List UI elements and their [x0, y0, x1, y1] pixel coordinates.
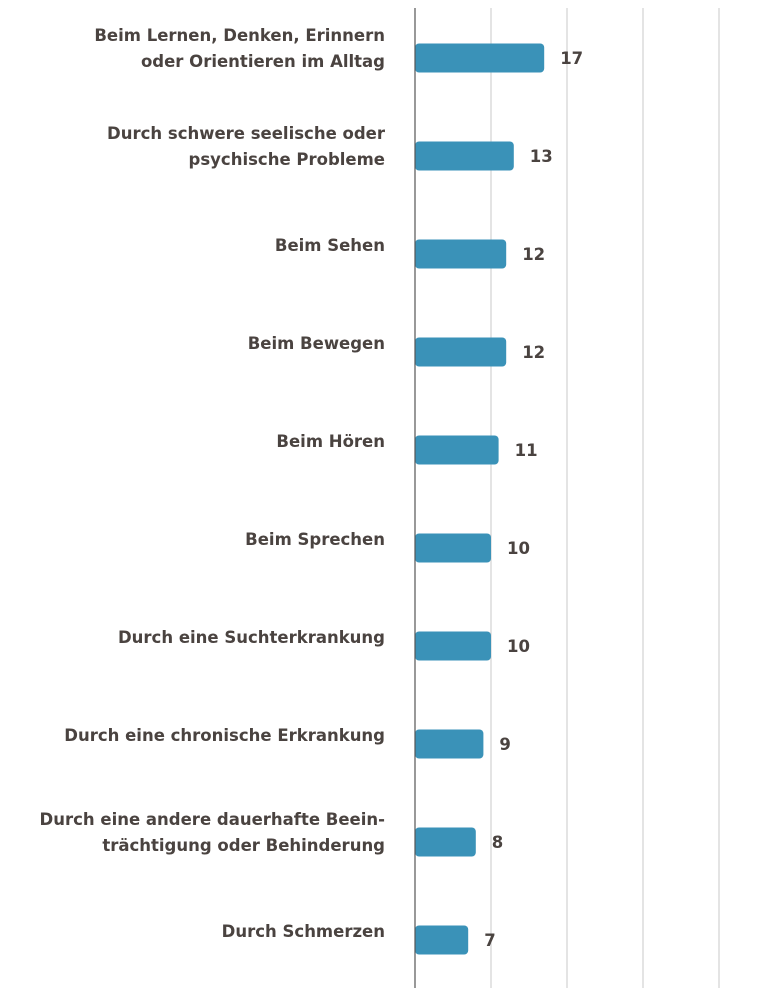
category-label: Beim Hören — [276, 432, 385, 451]
value-label: 9 — [499, 735, 510, 754]
bar — [415, 435, 499, 465]
gridlines — [490, 8, 720, 988]
value-label: 12 — [522, 343, 545, 362]
bar — [415, 239, 507, 269]
category-label: Beim Bewegen — [248, 334, 385, 353]
value-label: 17 — [560, 49, 583, 68]
category-label: Durch eine Suchterkrankung — [118, 628, 385, 647]
category-labels: Beim Lernen, Denken, Erinnern oder Orient… — [40, 26, 386, 941]
category-label: Durch eine chronische Erkrankung — [64, 726, 385, 745]
category-label: Beim Sprechen — [245, 530, 385, 549]
value-label: 11 — [515, 441, 538, 460]
value-label: 10 — [507, 539, 530, 558]
value-label: 7 — [484, 931, 495, 950]
bar — [415, 141, 514, 171]
bar — [415, 827, 476, 857]
bars — [415, 43, 545, 955]
bar — [415, 43, 545, 73]
category-label: Beim Sehen — [275, 236, 385, 255]
bar — [415, 631, 491, 661]
category-label: Durch schwere seelische oder psychische P… — [107, 124, 386, 169]
category-label: Durch Schmerzen — [222, 922, 385, 941]
value-label: 10 — [507, 637, 530, 656]
value-labels: 17 13 12 12 11 10 10 9 8 7 — [484, 49, 583, 950]
bar — [415, 925, 469, 955]
value-label: 13 — [530, 147, 553, 166]
bar — [415, 337, 507, 367]
bar — [415, 533, 491, 563]
value-label: 12 — [522, 245, 545, 264]
category-label: Durch eine andere dauerhafte Beein-träch… — [40, 810, 385, 855]
value-label: 8 — [492, 833, 503, 852]
bar — [415, 729, 484, 759]
category-label: Beim Lernen, Denken, Erinnern oder Orient… — [94, 26, 385, 71]
